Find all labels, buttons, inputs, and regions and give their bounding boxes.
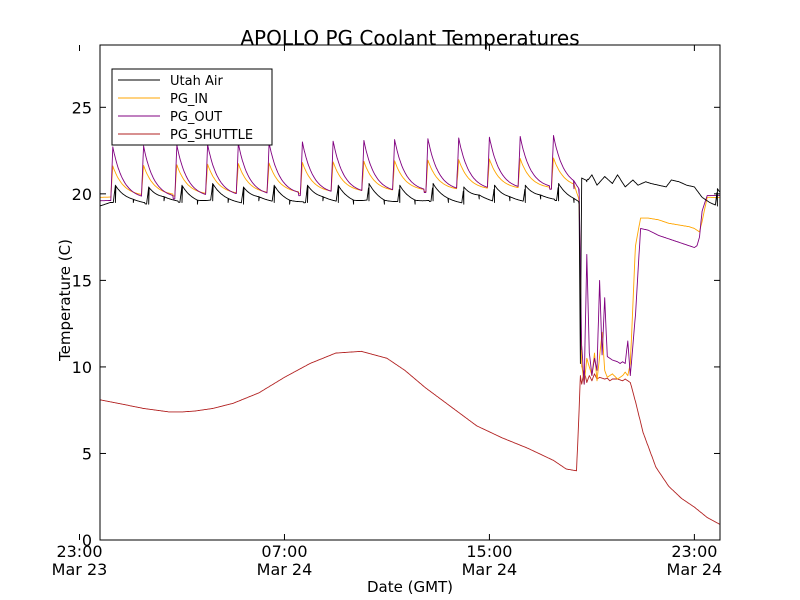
legend-label: PG_SHUTTLE	[170, 128, 253, 143]
plot-frame	[99, 44, 721, 541]
series-line-utah-air	[99, 174, 720, 364]
x-tick-label-time: 07:00	[261, 542, 307, 561]
legend-box	[111, 68, 273, 146]
y-tick-label: 0	[82, 531, 92, 550]
series-lines	[99, 135, 721, 525]
y-axis-label: Temperature (C)	[56, 239, 74, 362]
legend-label: PG_OUT	[170, 110, 222, 125]
x-tick-label-time: 23:00	[56, 542, 102, 561]
x-tick-label-date: Mar 23	[52, 560, 108, 579]
series-line-pg-out	[100, 135, 720, 385]
legend-label: Utah Air	[170, 74, 223, 89]
chart-title: APOLLO PG Coolant Temperatures	[240, 26, 579, 50]
x-tick-label-time: 15:00	[466, 542, 512, 561]
y-tick-label: 25	[72, 98, 92, 117]
x-tick-label-date: Mar 24	[257, 560, 313, 579]
legend-label: PG_IN	[170, 92, 208, 107]
x-tick-label-date: Mar 24	[462, 560, 518, 579]
y-tick-label: 20	[72, 185, 92, 204]
y-tick-label: 10	[72, 358, 92, 377]
y-tick-label: 15	[72, 271, 92, 290]
y-tick-label: 5	[82, 444, 92, 463]
x-tick-label-time: 23:00	[671, 542, 717, 561]
x-axis-label: Date (GMT)	[367, 578, 453, 596]
legend: Utah Air PG_IN PG_OUT PG_SHUTTLE	[111, 68, 273, 146]
series-line-pg-shuttle	[99, 350, 721, 525]
series-line-pg-in	[100, 157, 720, 385]
x-tick-label-date: Mar 24	[667, 560, 723, 579]
